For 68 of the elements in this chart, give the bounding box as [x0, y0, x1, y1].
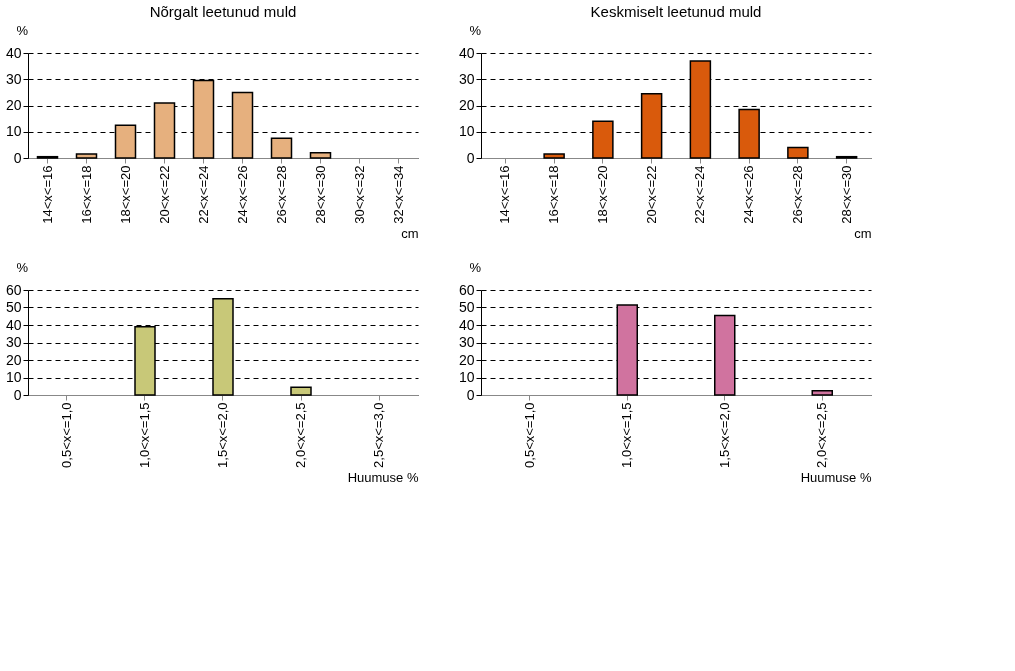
y-tick-label: 30 [5, 70, 22, 87]
x-tick-label: 20<x<=22 [643, 165, 659, 224]
y-tick-label: 20 [458, 97, 475, 113]
x-tick-label: 20<x<=22 [156, 165, 172, 224]
x-tick-label: 30<x<=32 [351, 165, 367, 224]
y-tick-label: 20 [5, 351, 22, 368]
x-tick-label: 16<x<=18 [546, 165, 562, 224]
x-tick-label: 1,5<x<=2,0 [716, 402, 732, 468]
y-axis-title: % [16, 22, 29, 38]
bar [290, 386, 312, 396]
x-tick-label: 1,0<x<=1,5 [619, 402, 635, 468]
y-tick-label: 0 [466, 386, 475, 403]
x-tick-label: 22<x<=24 [195, 165, 211, 224]
chart-title: Nõrgalt leetunud muld [149, 3, 297, 20]
x-tick-label: 26<x<=28 [273, 165, 289, 224]
y-tick-label: 20 [5, 97, 22, 113]
bar [543, 153, 565, 159]
bar [811, 389, 833, 396]
x-tick-label: 32<x<=34 [390, 165, 406, 224]
y-axis-title: % [469, 22, 482, 38]
x-tick-label: 0,5<x<=1,0 [521, 402, 537, 468]
x-tick-label: 14<x<=16 [39, 165, 55, 224]
y-tick-label: 30 [458, 70, 475, 87]
x-tick-label: 28<x<=30 [312, 165, 328, 224]
x-tick-label: 16<x<=18 [78, 165, 94, 224]
x-tick-label: 24<x<=26 [234, 165, 250, 224]
y-tick-label: 30 [5, 334, 22, 350]
x-tick-label: 1,0<x<=1,5 [137, 402, 152, 468]
y-tick-label: 50 [5, 299, 22, 315]
y-axis-title: % [16, 259, 29, 275]
y-tick-label: 60 [458, 281, 475, 298]
y-tick-label: 50 [458, 299, 475, 315]
x-axis-title: Huumuse % [347, 469, 419, 485]
bar [75, 153, 98, 159]
bar [309, 152, 332, 159]
y-tick-label: 40 [458, 44, 475, 61]
x-tick-label: 2,0<x<=2,5 [814, 402, 830, 468]
x-axis-title: cm [401, 225, 419, 241]
x-axis-title: cm [854, 225, 872, 241]
y-tick-label: 10 [5, 123, 22, 140]
x-axis-title: Huumuse % [800, 469, 872, 485]
x-tick-label: 18<x<=20 [594, 165, 610, 224]
y-tick-label: 0 [13, 149, 22, 166]
x-tick-label: 14<x<=16 [497, 165, 513, 224]
y-tick-label: 40 [5, 44, 22, 61]
y-tick-label: 0 [13, 386, 22, 403]
y-tick-label: 10 [458, 369, 475, 385]
y-tick-label: 40 [5, 316, 22, 333]
y-tick-label: 40 [458, 316, 475, 333]
y-tick-label: 60 [5, 281, 22, 298]
x-tick-label: 26<x<=28 [789, 165, 805, 224]
x-tick-label: 24<x<=26 [741, 165, 757, 224]
x-tick-label: 2,0<x<=2,5 [293, 402, 308, 468]
x-tick-label: 2,5<x<=3,0 [371, 402, 386, 468]
y-tick-label: 0 [466, 149, 475, 166]
x-tick-label: 28<x<=30 [838, 165, 854, 224]
bar [787, 146, 809, 159]
bar [270, 137, 293, 159]
chart-title: Keskmiselt leetunud muld [590, 3, 762, 20]
x-tick-label: 22<x<=24 [692, 165, 708, 224]
y-tick-label: 10 [5, 369, 22, 385]
x-tick-label: 1,5<x<=2,0 [215, 402, 230, 468]
x-tick-label: 0,5<x<=1,0 [59, 402, 74, 468]
y-axis-title: % [469, 259, 482, 275]
y-tick-label: 30 [458, 334, 475, 350]
x-tick-label: 18<x<=20 [117, 165, 133, 224]
y-tick-label: 10 [458, 123, 475, 140]
y-tick-label: 20 [458, 351, 475, 368]
